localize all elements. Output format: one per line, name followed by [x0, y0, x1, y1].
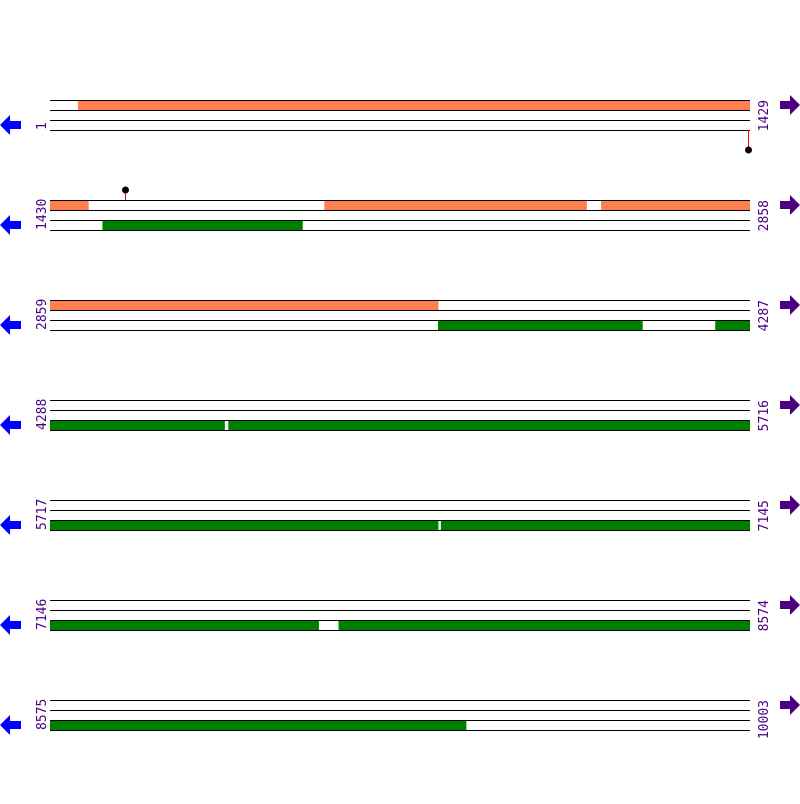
end-position-label: 8574 [757, 600, 772, 631]
reverse-feature [440, 520, 750, 530]
sequence-row: 1 1429 [0, 95, 800, 154]
reverse-feature [228, 420, 750, 430]
left-arrow-icon [0, 315, 21, 335]
end-position-label: 7145 [757, 500, 772, 531]
forward-feature [77, 100, 750, 110]
left-arrow-icon [0, 615, 21, 635]
sequence-row: 5717 7145 [0, 495, 800, 535]
right-arrow-icon [780, 695, 800, 715]
left-arrow-icon [0, 115, 21, 135]
right-arrow-icon [780, 395, 800, 415]
forward-feature [601, 200, 750, 210]
sequence-row: 8575 10003 [0, 695, 800, 739]
reverse-feature [50, 520, 439, 530]
end-position-label: 1429 [757, 100, 772, 131]
start-position-label: 5717 [35, 499, 50, 530]
marker-dot [122, 186, 129, 194]
start-position-label: 8575 [35, 699, 50, 730]
reverse-feature [102, 220, 303, 230]
right-arrow-icon [780, 595, 800, 615]
start-position-label: 2859 [35, 299, 50, 330]
start-position-label: 4288 [35, 399, 50, 430]
right-arrow-icon [780, 495, 800, 515]
end-position-label: 10003 [757, 700, 772, 739]
sequence-row: 2859 4287 [0, 295, 800, 335]
left-arrow-icon [0, 515, 21, 535]
end-position-label: 2858 [757, 200, 772, 231]
left-arrow-icon [0, 215, 21, 235]
right-arrow-icon [780, 195, 800, 215]
forward-feature [50, 200, 89, 210]
end-position-label: 5716 [757, 400, 772, 431]
start-position-label: 1 [35, 122, 50, 130]
left-arrow-icon [0, 415, 21, 435]
start-position-label: 1430 [35, 199, 50, 230]
forward-feature [324, 200, 587, 210]
reverse-feature [50, 720, 467, 730]
right-arrow-icon [780, 95, 800, 115]
reverse-feature [715, 320, 750, 330]
sequence-row: 7146 8574 [0, 595, 800, 635]
left-arrow-icon [0, 715, 21, 735]
sequence-row: 4288 5716 [0, 395, 800, 435]
reverse-feature [50, 620, 319, 630]
end-position-label: 4287 [757, 300, 772, 331]
reverse-feature [50, 420, 225, 430]
sequence-row: 1430 2858 [0, 186, 800, 235]
reverse-feature [338, 620, 750, 630]
start-position-label: 7146 [35, 599, 50, 630]
marker-dot [745, 146, 752, 154]
reverse-feature [437, 320, 643, 330]
right-arrow-icon [780, 295, 800, 315]
forward-feature [50, 300, 439, 310]
